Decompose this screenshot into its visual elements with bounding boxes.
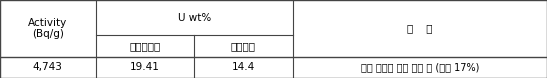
Text: 용해 분석이 다소 작은 값 (평균 17%): 용해 분석이 다소 작은 값 (평균 17%) bbox=[360, 62, 479, 72]
Text: 비    고: 비 고 bbox=[407, 23, 433, 33]
Text: 용해분석: 용해분석 bbox=[231, 41, 256, 51]
Text: 19.41: 19.41 bbox=[130, 62, 160, 72]
Text: 4,743: 4,743 bbox=[33, 62, 63, 72]
Text: Activity
(Bq/g): Activity (Bq/g) bbox=[28, 18, 67, 39]
Text: U wt%: U wt% bbox=[178, 13, 211, 23]
Text: 14.4: 14.4 bbox=[232, 62, 255, 72]
Text: 방사능분석: 방사능분석 bbox=[129, 41, 161, 51]
